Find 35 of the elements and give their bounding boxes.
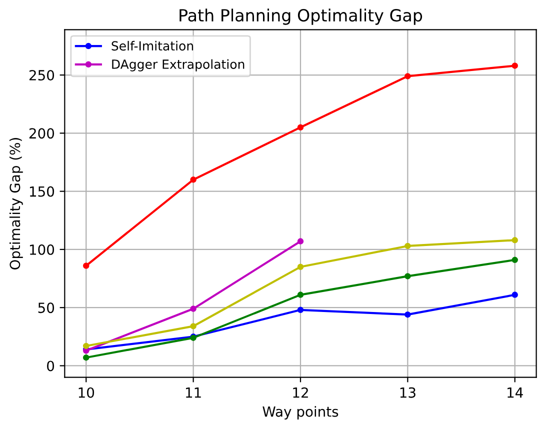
point <box>190 176 196 183</box>
x-tick-label: 13 <box>400 387 416 398</box>
x-tick-label: 12 <box>293 387 308 398</box>
legend-label: Self-Imitation <box>112 40 194 51</box>
point <box>82 262 90 269</box>
point <box>297 292 304 298</box>
y-tick-label: 200 <box>29 128 54 139</box>
point <box>82 354 90 361</box>
point <box>404 273 411 280</box>
y-tick-label: 100 <box>30 244 54 255</box>
point <box>512 292 518 298</box>
y-tick-label: 50 <box>38 302 54 314</box>
y-tick-label: 250 <box>29 70 54 81</box>
x-tick-label: 11 <box>186 388 201 398</box>
point <box>82 342 90 350</box>
chart-title: Path Planning Optimality Gap <box>180 8 422 25</box>
point <box>512 237 518 244</box>
point <box>190 323 196 330</box>
point <box>190 306 196 312</box>
point <box>404 311 411 318</box>
point <box>512 256 518 264</box>
point <box>297 238 304 244</box>
point <box>404 73 411 80</box>
legend-label: DAgger Extrapolation <box>112 59 244 72</box>
point <box>297 264 304 270</box>
y-tick-label: 150 <box>30 186 54 197</box>
x-tick-label: 10 <box>78 387 94 398</box>
point <box>404 242 411 250</box>
point <box>297 306 304 314</box>
y-tick-label: 0 <box>47 360 54 372</box>
x-axis-title: Way points <box>262 406 338 420</box>
y-axis-title: Optimality Gap (%) <box>9 138 23 270</box>
point <box>512 62 518 69</box>
point <box>297 124 304 130</box>
x-tick-label: 14 <box>508 388 523 398</box>
